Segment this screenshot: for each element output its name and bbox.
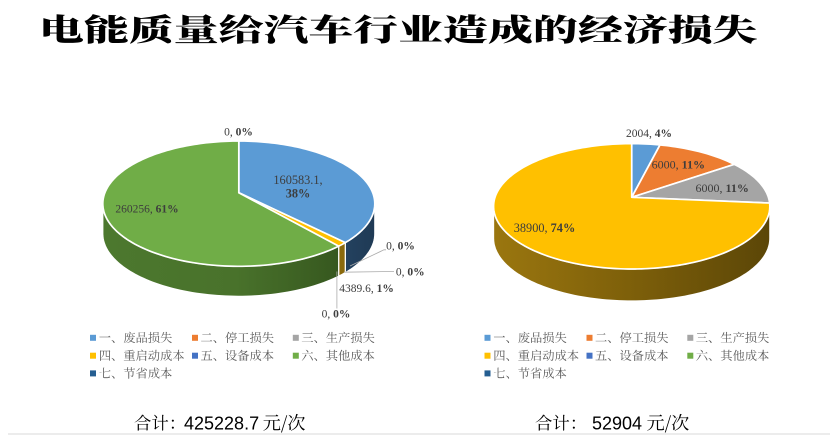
svg-text:52904: 52904 [592, 414, 642, 434]
svg-text:425228.7: 425228.7 [184, 414, 259, 434]
svg-text:160583.1,: 160583.1, [273, 173, 322, 187]
svg-text:38900, 74%: 38900, 74% [514, 221, 575, 235]
svg-text:6000, 11%: 6000, 11% [696, 181, 749, 195]
svg-text:0, 0%: 0, 0% [386, 241, 415, 253]
svg-text:2004, 4%: 2004, 4% [626, 128, 672, 140]
svg-text:38%: 38% [286, 187, 311, 201]
svg-text:0, 0%: 0, 0% [396, 267, 425, 279]
svg-text:0, 0%: 0, 0% [322, 309, 351, 321]
svg-text:6000, 11%: 6000, 11% [652, 157, 705, 171]
svg-text:260256, 61%: 260256, 61% [115, 203, 178, 215]
svg-text:4389.6, 1%: 4389.6, 1% [339, 283, 394, 295]
svg-text:0, 0%: 0, 0% [224, 127, 253, 139]
